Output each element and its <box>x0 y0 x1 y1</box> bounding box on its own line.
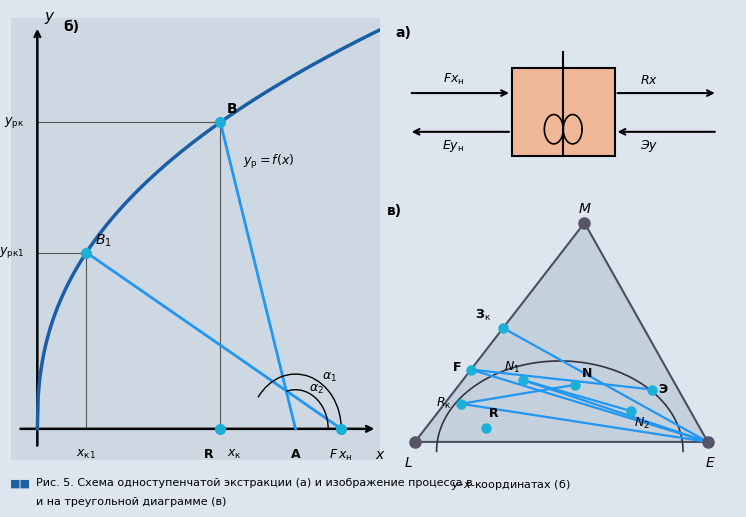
Polygon shape <box>415 223 708 442</box>
Text: R: R <box>204 448 214 461</box>
Text: $x$: $x$ <box>375 448 386 462</box>
Text: $M$: $M$ <box>577 202 592 216</box>
Text: $Rx$: $Rx$ <box>640 74 658 87</box>
Text: $N_1$: $N_1$ <box>504 360 520 375</box>
Bar <box>512 68 615 157</box>
Text: $R_{\rm к}$: $R_{\rm к}$ <box>436 396 452 412</box>
Text: $y$: $y$ <box>44 10 55 26</box>
Text: в): в) <box>387 204 402 218</box>
Text: $y_{\rm рк}$: $y_{\rm рк}$ <box>4 115 25 130</box>
Text: $F\,x_{\rm н}$: $F\,x_{\rm н}$ <box>330 448 353 464</box>
Text: $\mathregular{Э}$: $\mathregular{Э}$ <box>659 383 669 396</box>
Text: $y_{\rm рк1}$: $y_{\rm рк1}$ <box>0 245 25 260</box>
Text: $Fx_{\rm н}$: $Fx_{\rm н}$ <box>442 72 464 87</box>
Text: $\alpha_1$: $\alpha_1$ <box>322 371 336 384</box>
Text: F: F <box>453 361 462 374</box>
Text: $x_{\rm к1}$: $x_{\rm к1}$ <box>77 448 96 462</box>
Text: $x_{\rm к}$: $x_{\rm к}$ <box>227 448 242 462</box>
Text: $Ey_{\rm н}$: $Ey_{\rm н}$ <box>442 138 465 154</box>
Text: $\mathregular{З}_{\rm к}$: $\mathregular{З}_{\rm к}$ <box>474 308 491 323</box>
Text: $\mathregular{Э}y$: $\mathregular{Э}y$ <box>640 138 658 154</box>
Text: R: R <box>489 407 498 420</box>
Text: B: B <box>227 102 237 116</box>
Text: $E$: $E$ <box>706 456 716 470</box>
Text: N: N <box>581 367 592 380</box>
Text: $N_2$: $N_2$ <box>634 416 650 431</box>
Text: ■■: ■■ <box>10 478 31 488</box>
Text: и на треугольной диаграмме (в): и на треугольной диаграмме (в) <box>36 497 226 507</box>
Text: Рис. 5. Схема одноступенчатой экстракции (а) и изображение процесса в: Рис. 5. Схема одноступенчатой экстракции… <box>36 478 476 488</box>
Text: $B_1$: $B_1$ <box>95 232 111 249</box>
Text: $y$–$x$-координатах (б): $y$–$x$-координатах (б) <box>451 478 571 492</box>
Text: $L$: $L$ <box>404 456 413 470</box>
Text: а): а) <box>395 26 411 40</box>
Text: A: A <box>291 448 301 461</box>
Text: б): б) <box>63 20 80 34</box>
Text: $\alpha_2$: $\alpha_2$ <box>309 383 324 396</box>
Text: $y_{\rm р}=f(x)$: $y_{\rm р}=f(x)$ <box>243 154 295 172</box>
